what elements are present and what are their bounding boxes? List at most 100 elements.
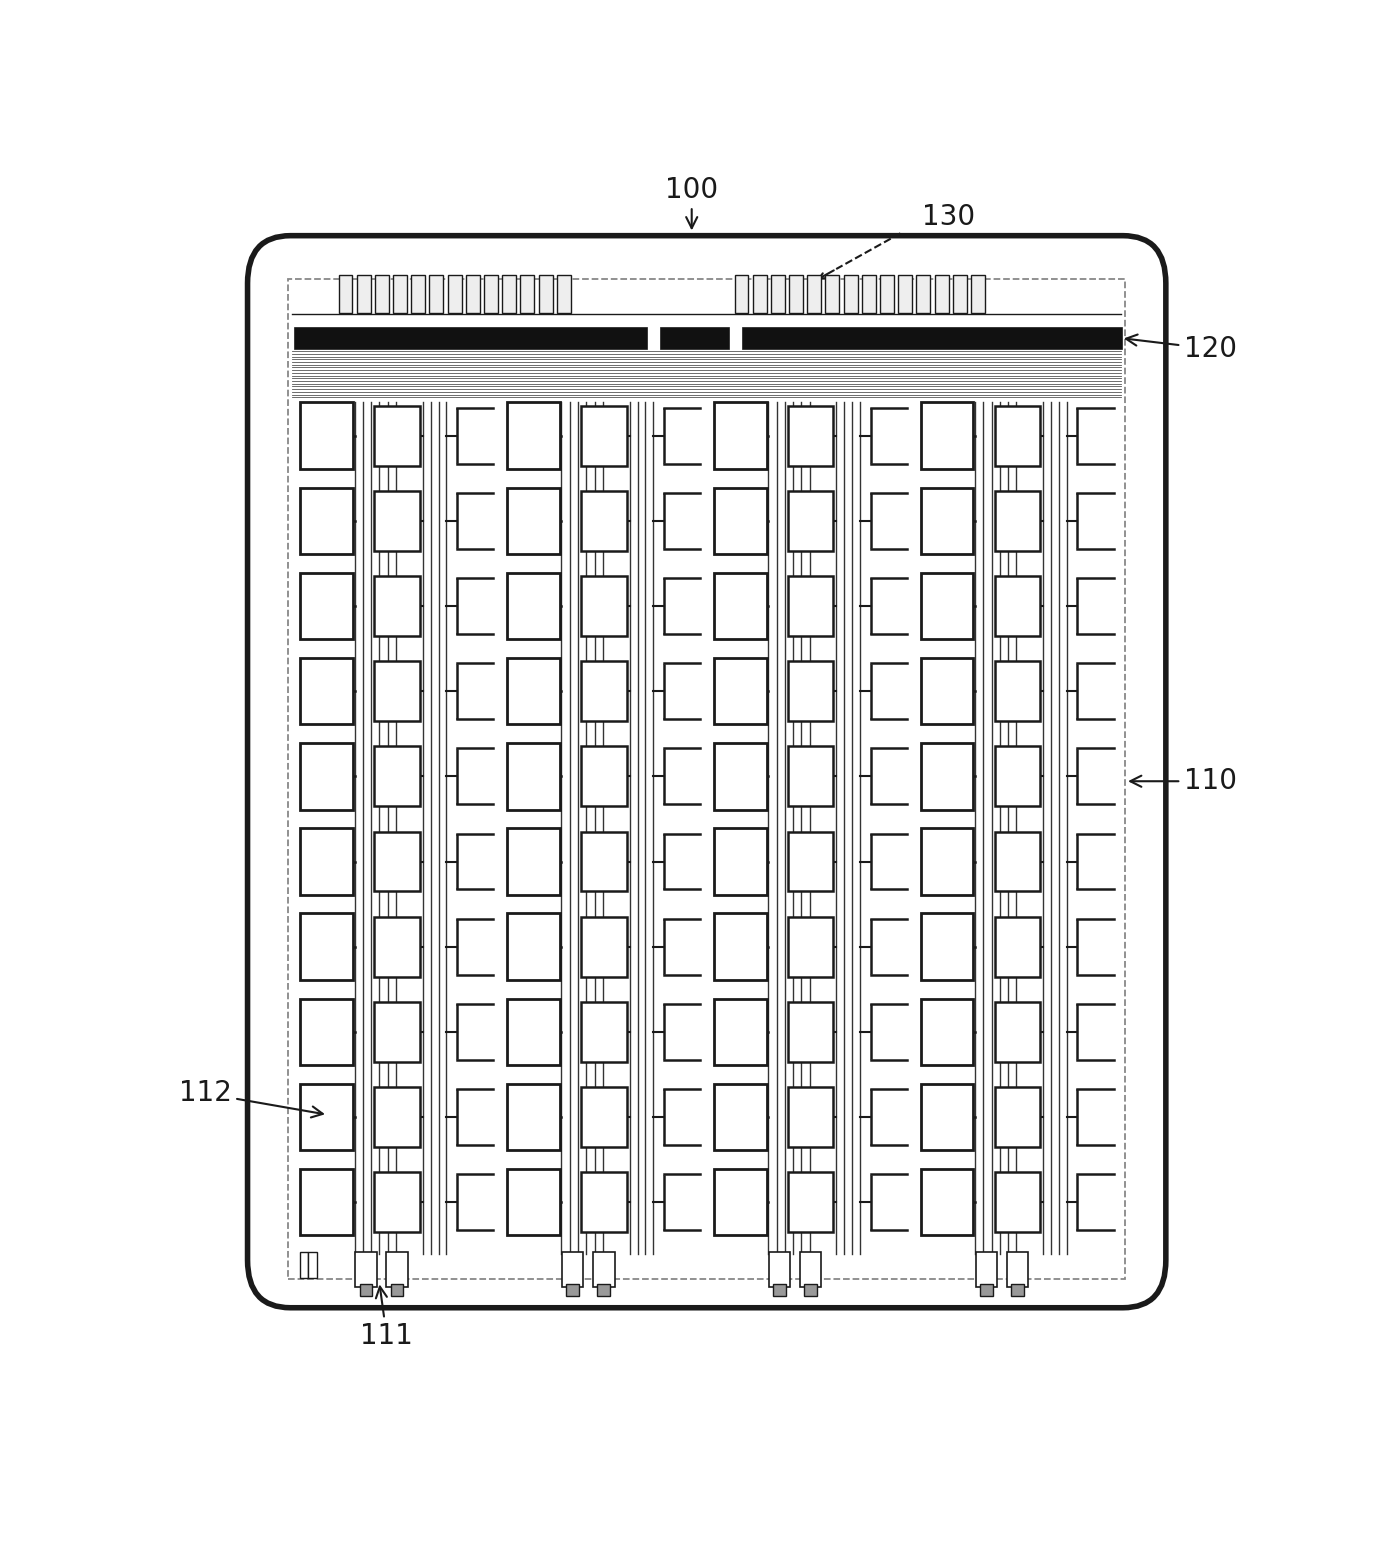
Bar: [374, 490, 420, 551]
Bar: [789, 1002, 833, 1061]
Bar: [921, 999, 974, 1064]
Bar: [714, 913, 766, 979]
Bar: [789, 917, 833, 976]
Bar: [374, 917, 420, 976]
Bar: [994, 405, 1040, 466]
Bar: [539, 275, 552, 312]
Bar: [921, 828, 974, 894]
Text: 112: 112: [178, 1080, 323, 1117]
Bar: [994, 1173, 1040, 1231]
Bar: [789, 575, 833, 636]
Bar: [338, 275, 352, 312]
Bar: [592, 1252, 615, 1287]
Bar: [935, 275, 949, 312]
Bar: [294, 328, 646, 348]
Bar: [844, 275, 858, 312]
Text: 120: 120: [1126, 334, 1237, 364]
Bar: [562, 1252, 584, 1287]
Bar: [300, 1252, 308, 1278]
Bar: [374, 747, 420, 806]
Bar: [507, 572, 559, 639]
Bar: [359, 1284, 373, 1296]
Bar: [921, 743, 974, 809]
Bar: [374, 275, 389, 312]
Bar: [862, 275, 876, 312]
Bar: [808, 275, 822, 312]
Bar: [300, 828, 354, 894]
Bar: [507, 402, 559, 469]
Bar: [581, 832, 627, 891]
Bar: [981, 1284, 993, 1296]
Bar: [1007, 1252, 1029, 1287]
Bar: [771, 275, 784, 312]
Bar: [507, 913, 559, 979]
Bar: [921, 402, 974, 469]
Bar: [300, 402, 354, 469]
Bar: [994, 490, 1040, 551]
Bar: [507, 999, 559, 1064]
Bar: [394, 275, 407, 312]
Bar: [789, 1173, 833, 1231]
Bar: [994, 1088, 1040, 1146]
Bar: [507, 828, 559, 894]
Bar: [557, 275, 570, 312]
Bar: [300, 1084, 354, 1151]
Bar: [714, 487, 766, 554]
Bar: [789, 275, 802, 312]
Bar: [714, 828, 766, 894]
Text: 130: 130: [923, 203, 975, 231]
Bar: [714, 743, 766, 809]
Bar: [789, 832, 833, 891]
Bar: [826, 275, 840, 312]
Bar: [485, 275, 499, 312]
Bar: [374, 405, 420, 466]
Bar: [921, 1084, 974, 1151]
Bar: [374, 1002, 420, 1061]
Bar: [921, 1170, 974, 1236]
Bar: [387, 1252, 407, 1287]
Bar: [742, 328, 1121, 348]
Bar: [521, 275, 534, 312]
Bar: [581, 405, 627, 466]
Bar: [898, 275, 913, 312]
Bar: [714, 402, 766, 469]
Bar: [581, 1173, 627, 1231]
Bar: [994, 832, 1040, 891]
Bar: [800, 1252, 822, 1287]
Bar: [714, 657, 766, 724]
Bar: [921, 572, 974, 639]
Bar: [714, 1170, 766, 1236]
Bar: [503, 275, 516, 312]
Bar: [391, 1284, 403, 1296]
Bar: [581, 917, 627, 976]
Bar: [300, 657, 354, 724]
Text: 111: 111: [360, 1287, 413, 1351]
Bar: [581, 1002, 627, 1061]
Bar: [374, 1088, 420, 1146]
Bar: [581, 661, 627, 721]
Text: 100: 100: [666, 175, 718, 227]
Bar: [507, 657, 559, 724]
Bar: [921, 657, 974, 724]
Bar: [1011, 1284, 1023, 1296]
Bar: [465, 275, 479, 312]
Bar: [773, 1284, 786, 1296]
Bar: [994, 661, 1040, 721]
FancyBboxPatch shape: [247, 235, 1166, 1307]
Bar: [429, 275, 443, 312]
Bar: [753, 275, 766, 312]
Bar: [976, 1252, 997, 1287]
Bar: [447, 275, 461, 312]
Bar: [289, 278, 1126, 1279]
Bar: [356, 275, 370, 312]
Bar: [374, 1173, 420, 1231]
Bar: [300, 487, 354, 554]
Bar: [566, 1284, 579, 1296]
Bar: [300, 572, 354, 639]
Bar: [789, 661, 833, 721]
Bar: [789, 1088, 833, 1146]
Bar: [581, 575, 627, 636]
Bar: [735, 275, 749, 312]
Bar: [308, 1252, 316, 1278]
Bar: [507, 1170, 559, 1236]
